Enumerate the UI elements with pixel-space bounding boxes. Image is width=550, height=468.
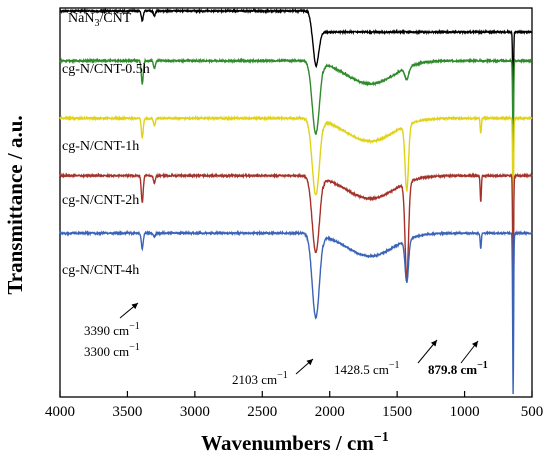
series-label: cg-N/CNT-0.5h [62,62,150,77]
peak-annotation: 879.8 cm−1 [428,360,488,377]
x-axis-title-text: Wavenumbers / cm [201,431,374,455]
peak-annotation: 3390 cm−1 [84,321,140,338]
series-label: cg-N/CNT-1h [62,139,139,154]
x-axis-ticks: 4000 3500 3000 2500 2000 1500 1000 500 [45,391,543,420]
annotation-arrow-head [430,340,437,347]
x-tick-label: 2500 [247,404,277,420]
annotation-arrow-head [306,359,313,366]
y-axis-title: Transmittance / a.u. [3,115,27,294]
annotations: 3390 cm−1 3300 cm−1 2103 cm−1 1428.5 cm−1 87… [84,302,488,387]
x-tick-label: 3000 [180,404,210,420]
series-line [59,57,533,154]
x-axis-title: Wavenumbers / cm−1 [201,430,389,455]
series-line [59,172,533,292]
series-line [59,7,533,105]
x-tick-label: 3500 [112,404,142,420]
series-label: NaN3/CNT [68,11,132,29]
x-tick-label: 500 [521,404,544,420]
series-line [59,229,533,395]
x-tick-label: 2000 [315,404,345,420]
plot-frame [59,7,533,398]
peak-annotation: 1428.5 cm−1 [334,360,400,377]
x-tick-label: 1000 [450,404,480,420]
series-lines [59,7,533,395]
series-line [59,114,533,222]
series-labels: NaN3/CNT cg-N/CNT-0.5h cg-N/CNT-1h cg-N/CNT… [62,11,150,278]
x-axis-title-sup: −1 [374,430,389,445]
x-tick-label: 1500 [382,404,412,420]
series-label: cg-N/CNT-2h [62,193,139,208]
series-label: cg-N/CNT-4h [62,263,139,278]
annotation-arrow-head [472,341,478,348]
x-tick-label: 4000 [45,404,75,420]
peak-annotation: 3300 cm−1 [84,342,140,359]
peak-annotation: 2103 cm−1 [232,370,288,387]
annotation-arrow-head [131,303,138,310]
